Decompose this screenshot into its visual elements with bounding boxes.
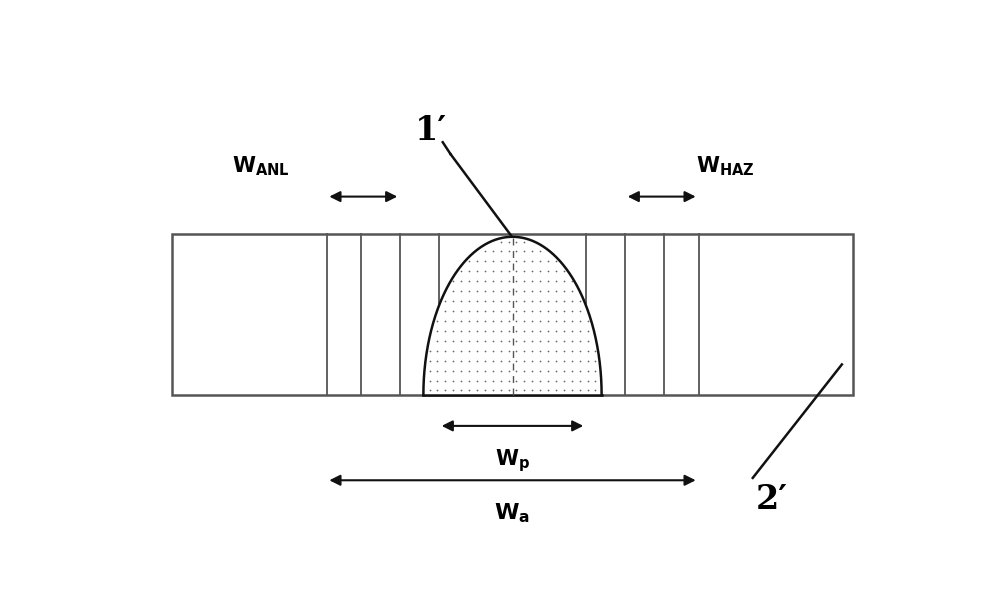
- Text: 1′: 1′: [415, 114, 447, 147]
- Text: $\mathbf{W}_{\mathbf{ANL}}$: $\mathbf{W}_{\mathbf{ANL}}$: [232, 154, 289, 177]
- Text: $\mathbf{W}_{\mathbf{HAZ}}$: $\mathbf{W}_{\mathbf{HAZ}}$: [696, 154, 755, 177]
- Bar: [172, 235, 853, 395]
- Text: $\mathbf{W}_{\mathbf{a}}$: $\mathbf{W}_{\mathbf{a}}$: [494, 502, 531, 525]
- Polygon shape: [423, 237, 602, 395]
- Text: 2′: 2′: [756, 483, 788, 516]
- Text: $\mathbf{W}_{\mathbf{p}}$: $\mathbf{W}_{\mathbf{p}}$: [495, 447, 530, 474]
